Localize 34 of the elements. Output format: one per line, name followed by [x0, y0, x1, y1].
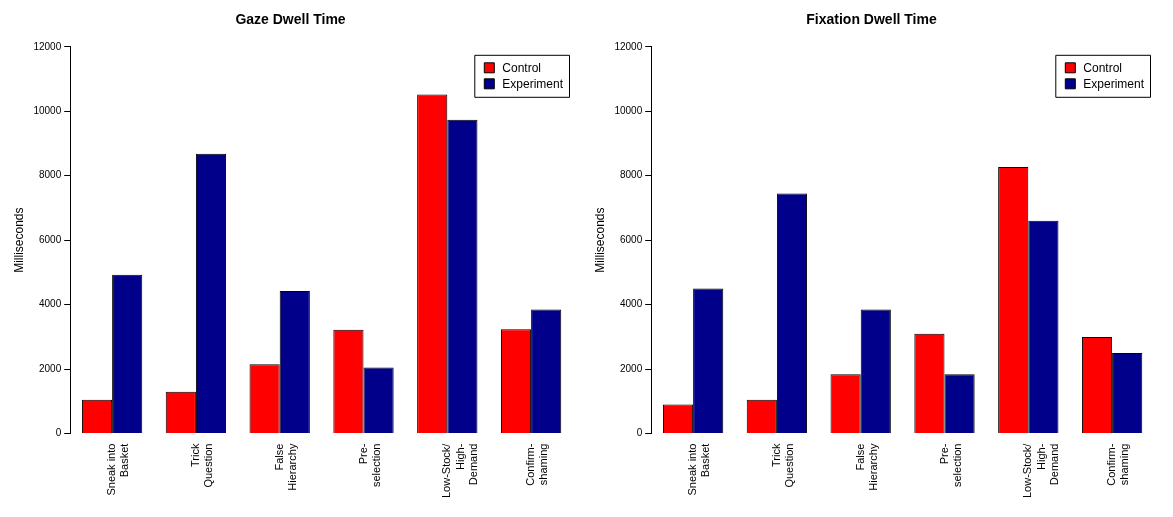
x-tick-label: False Hierarchy — [853, 443, 879, 491]
y-tick-label: 4000 — [619, 298, 643, 310]
y-tick-label: 8000 — [38, 169, 62, 181]
legend-label: Experiment — [1083, 77, 1145, 92]
y-tick-label: 0 — [55, 427, 62, 439]
y-tick-label: 0 — [636, 427, 643, 439]
legend-label: Control — [502, 61, 541, 76]
x-tick-label: Low-Stock/ High- Demand — [1021, 442, 1060, 499]
y-tick-label: 2000 — [619, 362, 643, 374]
x-tick-label: Trick Question — [769, 443, 796, 488]
y-tick-label: 6000 — [619, 233, 643, 245]
x-tick-label: Pre- selection — [356, 443, 382, 488]
x-tick-label: Trick Question — [188, 443, 215, 488]
y-tick-label: 12000 — [33, 40, 62, 52]
chart-title: Fixation Dwell Time — [806, 11, 937, 28]
y-axis-title: Milliseconds — [11, 207, 26, 273]
x-tick-label: Confirm- shaming — [1105, 443, 1131, 486]
y-tick-label: 12000 — [614, 40, 643, 52]
x-tick-label: False Hierarchy — [272, 443, 298, 491]
x-tick-label: Confirm- shaming — [524, 443, 550, 486]
y-tick-label: 8000 — [619, 169, 643, 181]
y-tick-label: 4000 — [38, 298, 62, 310]
y-tick-label: 2000 — [38, 362, 62, 374]
y-axis-title: Milliseconds — [592, 207, 607, 273]
y-tick-label: 10000 — [614, 105, 643, 117]
x-tick-label: Sneak into Basket — [686, 443, 712, 496]
x-tick-label: Low-Stock/ High- Demand — [440, 442, 479, 499]
y-tick-label: 10000 — [33, 105, 62, 117]
y-tick-label: 6000 — [38, 233, 62, 245]
legend-label: Experiment — [502, 77, 564, 92]
legend-label: Control — [1083, 61, 1122, 76]
chart-title: Gaze Dwell Time — [235, 11, 346, 28]
x-tick-label: Sneak into Basket — [105, 443, 131, 496]
x-tick-label: Pre- selection — [937, 443, 963, 488]
